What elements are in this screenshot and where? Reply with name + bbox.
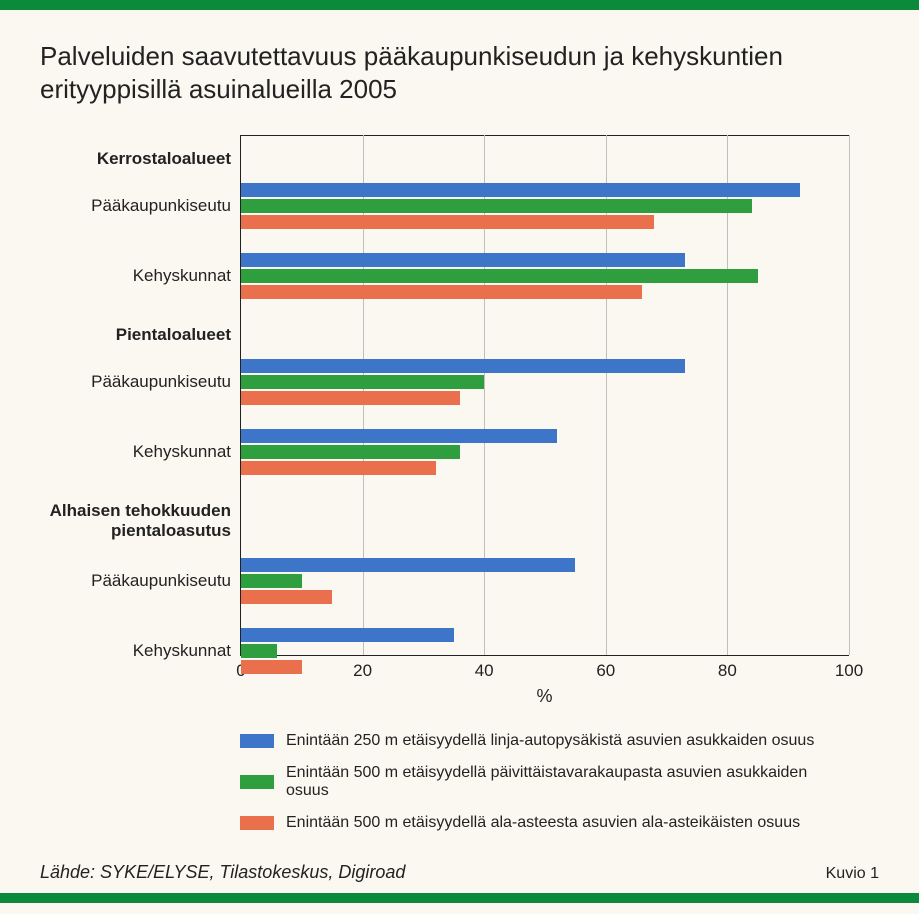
bar — [241, 461, 436, 475]
legend-label: Enintään 250 m etäisyydellä linja-autopy… — [286, 732, 814, 750]
row-label: Pääkaupunkiseutu — [91, 571, 241, 591]
bar — [241, 253, 685, 267]
bar — [241, 574, 302, 588]
group-heading: Pientaloalueet — [116, 325, 241, 345]
legend-swatch — [240, 816, 274, 830]
bar — [241, 391, 460, 405]
x-tick-label: 60 — [596, 661, 615, 681]
bar — [241, 375, 484, 389]
bar — [241, 445, 460, 459]
legend-label: Enintään 500 m etäisyydellä ala-asteesta… — [286, 814, 800, 832]
legend-label: Enintään 500 m etäisyydellä päivittäista… — [286, 764, 839, 800]
bar — [241, 215, 654, 229]
row-label: Pääkaupunkiseutu — [91, 372, 241, 392]
bar — [241, 285, 642, 299]
bar — [241, 429, 557, 443]
legend-item: Enintään 250 m etäisyydellä linja-autopy… — [240, 732, 839, 750]
x-tick-label: 100 — [835, 661, 863, 681]
figure-content: Palveluiden saavutettavuus pääkaupunkise… — [0, 10, 919, 862]
figure-number: Kuvio 1 — [826, 865, 879, 883]
legend-swatch — [240, 775, 274, 789]
legend: Enintään 250 m etäisyydellä linja-autopy… — [240, 732, 839, 832]
grid-line — [606, 135, 607, 655]
bar — [241, 558, 575, 572]
bar — [241, 660, 302, 674]
grid-line — [484, 135, 485, 655]
figure-footer: Lähde: SYKE/ELYSE, Tilastokeskus, Digiro… — [0, 862, 919, 893]
figure-title: Palveluiden saavutettavuus pääkaupunkise… — [40, 40, 879, 105]
bar — [241, 183, 800, 197]
source-label: Lähde: SYKE/ELYSE, Tilastokeskus, Digiro… — [40, 862, 405, 883]
bottom-accent-bar — [0, 893, 919, 903]
x-tick-label: 40 — [475, 661, 494, 681]
x-tick-label: 80 — [718, 661, 737, 681]
legend-item: Enintään 500 m etäisyydellä ala-asteesta… — [240, 814, 839, 832]
bar — [241, 359, 685, 373]
x-axis-title: % — [240, 686, 849, 707]
bar — [241, 269, 758, 283]
chart-plot-area: 020406080100KerrostaloalueetPääkaupunkis… — [240, 135, 849, 656]
grid-line — [727, 135, 728, 655]
group-heading: Alhaisen tehokkuudenpientaloasutus — [50, 501, 241, 541]
grid-line — [849, 135, 850, 655]
row-label: Kehyskunnat — [133, 266, 241, 286]
bar — [241, 590, 332, 604]
legend-swatch — [240, 734, 274, 748]
group-heading: Kerrostaloalueet — [97, 149, 241, 169]
legend-item: Enintään 500 m etäisyydellä päivittäista… — [240, 764, 839, 800]
bar — [241, 644, 277, 658]
chart-top-border — [241, 135, 849, 136]
group-heading-line: Alhaisen tehokkuuden — [50, 501, 231, 521]
group-heading-line: Kerrostaloalueet — [97, 149, 231, 169]
x-tick-label: 20 — [353, 661, 372, 681]
row-label: Pääkaupunkiseutu — [91, 196, 241, 216]
bar — [241, 199, 752, 213]
group-heading-line: pientaloasutus — [50, 521, 231, 541]
top-accent-bar — [0, 0, 919, 10]
group-heading-line: Pientaloalueet — [116, 325, 231, 345]
row-label: Kehyskunnat — [133, 442, 241, 462]
row-label: Kehyskunnat — [133, 641, 241, 661]
bar — [241, 628, 454, 642]
